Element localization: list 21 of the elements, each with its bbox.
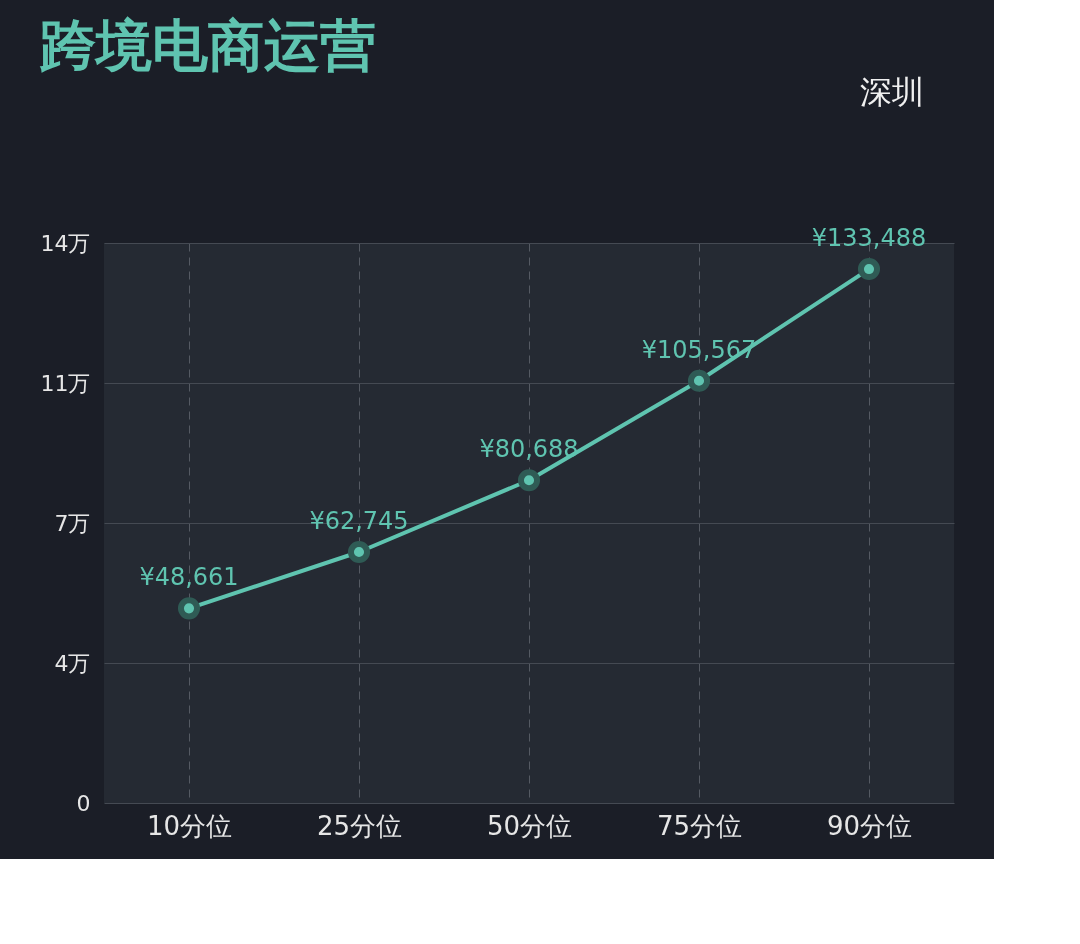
x-tick-label: 75分位 — [656, 810, 743, 841]
x-tick-label: 50分位 — [486, 810, 573, 841]
x-tick-label: 90分位 — [826, 810, 913, 841]
x-tick-label: 25分位 — [316, 810, 403, 841]
y-tick-label: 7万 — [54, 510, 91, 536]
point — [347, 540, 371, 564]
text: ¥80,688 — [479, 435, 579, 464]
text: ¥48,661 — [139, 563, 239, 592]
text: ¥62,745 — [309, 507, 409, 536]
text: ¥133,488 — [811, 224, 927, 253]
chart-title: 跨境电商运营 — [39, 13, 377, 78]
y-tick-label: 14万 — [40, 230, 91, 256]
point — [857, 258, 881, 281]
y-tick-label: 11万 — [40, 370, 91, 396]
text: 深圳 — [860, 73, 924, 111]
y-tick-label: 0 — [76, 790, 91, 816]
point — [517, 469, 541, 492]
y-tick-label: 4万 — [54, 650, 91, 676]
x-tick-label: 10分位 — [146, 810, 233, 841]
point — [177, 597, 201, 620]
point — [687, 369, 711, 392]
